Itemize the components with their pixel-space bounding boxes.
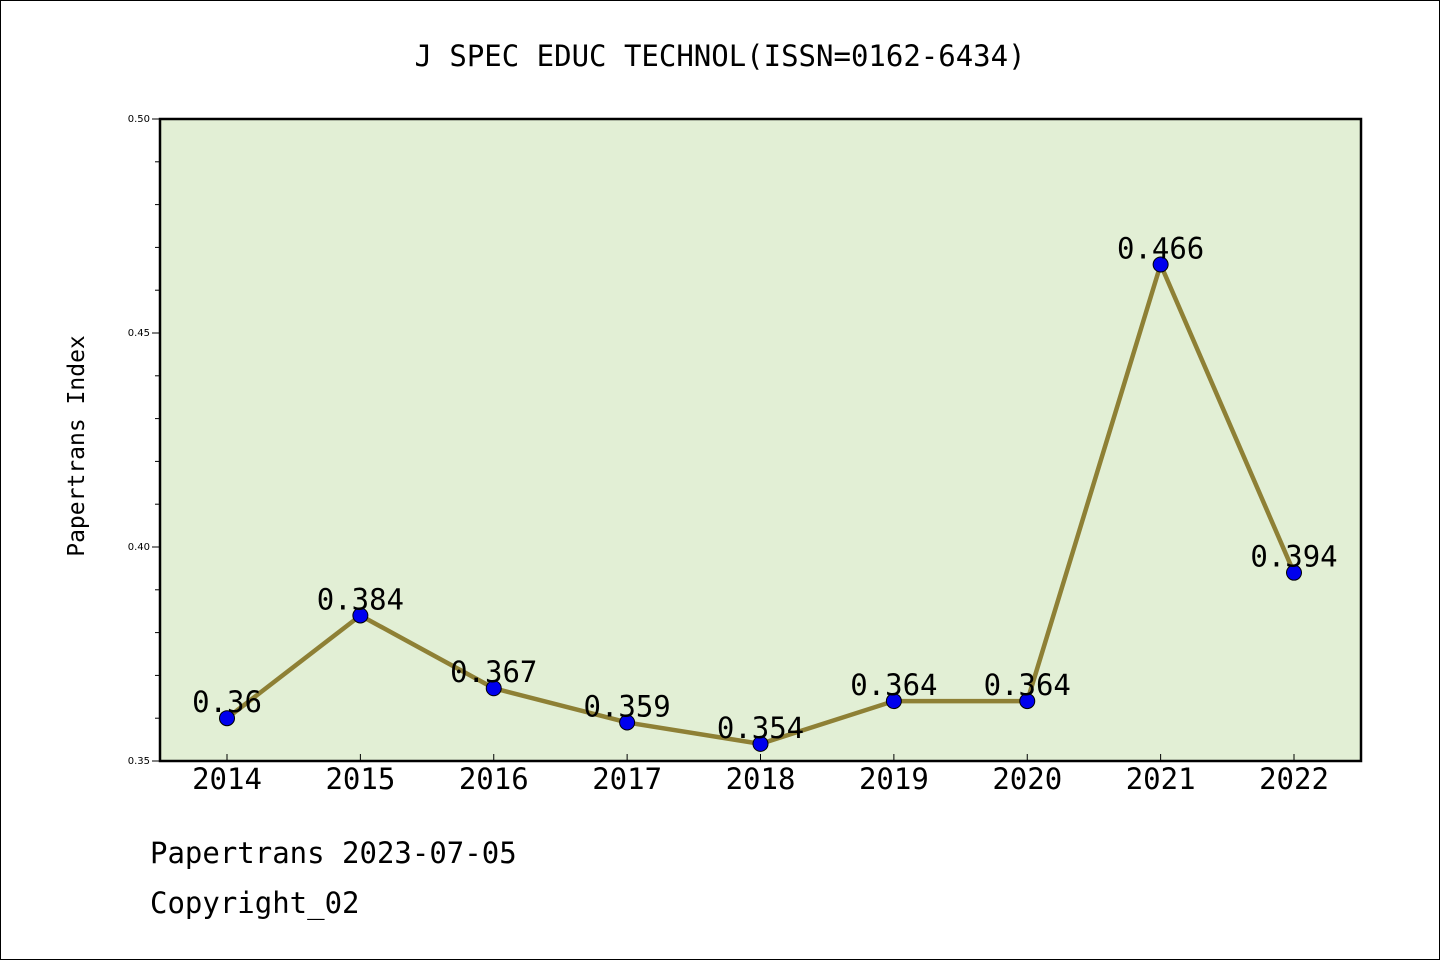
data-point [885, 693, 902, 710]
data-point [1286, 564, 1302, 581]
data-label: 0.394 [1250, 540, 1337, 574]
chart-title: J SPEC EDUC TECHNOL(ISSN=0162-6434) [414, 39, 1025, 73]
data-label: 0.36 [192, 685, 262, 719]
plot-area [158, 117, 1363, 763]
data-label: 0.367 [450, 655, 537, 689]
x-tick-label: 2016 [459, 762, 529, 796]
data-label: 0.466 [1117, 232, 1204, 266]
series-layer: 0.36 0.384 0.367 0.359 0.354 0.364 0.364 0.466 0… [192, 232, 1338, 752]
data-point [219, 710, 235, 727]
x-tick-label: 2015 [325, 762, 395, 796]
y-axis-label: Papertrans Index [64, 335, 90, 557]
x-tick-label: 2018 [726, 762, 796, 796]
footer-copyright: Copyright_02 [150, 886, 360, 920]
x-tick-label: 2014 [192, 762, 262, 796]
data-label: 0.384 [317, 582, 404, 616]
y-tick-label: 0.40 [128, 542, 150, 553]
data-label: 0.364 [850, 668, 937, 702]
data-label: 0.359 [583, 689, 670, 723]
data-point [352, 607, 369, 624]
x-tick-label: 2021 [1126, 762, 1196, 796]
y-tick-label: 0.50 [128, 114, 150, 125]
data-point [752, 735, 769, 752]
y-axis: 0.35 0.40 0.45 0.50 [128, 114, 160, 767]
data-point [1152, 256, 1169, 273]
x-tick-label: 2017 [592, 762, 662, 796]
x-tick-label: 2019 [859, 762, 929, 796]
data-label: 0.364 [984, 668, 1071, 702]
y-tick-label: 0.45 [128, 328, 150, 339]
x-tick-label: 2022 [1259, 762, 1329, 796]
data-point [619, 714, 636, 731]
data-label: 0.354 [717, 711, 804, 745]
x-axis: 2014 2015 2016 2017 2018 2019 2020 2021 2022 [192, 754, 1329, 796]
y-tick-label: 0.35 [128, 756, 150, 767]
data-point [485, 680, 502, 697]
x-tick-label: 2020 [992, 762, 1062, 796]
footer-date: Papertrans 2023-07-05 [150, 836, 517, 870]
data-point [1019, 693, 1036, 710]
